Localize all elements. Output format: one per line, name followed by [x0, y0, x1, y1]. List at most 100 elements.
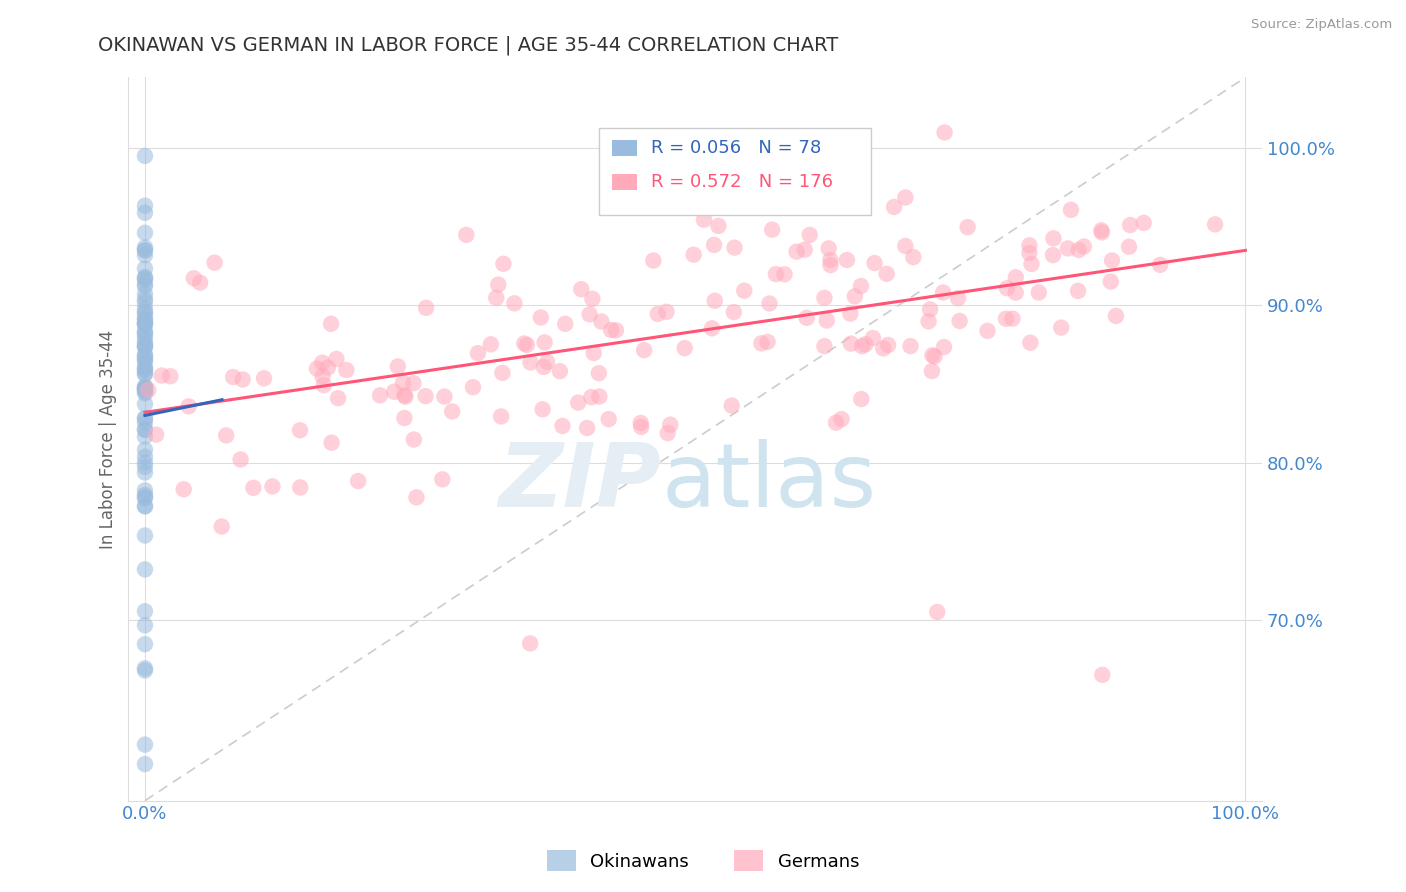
Point [894, 190, 917, 204]
Point [134, 279, 156, 293]
Point [134, 325, 156, 339]
Point [134, 423, 156, 437]
Point [761, 222, 783, 236]
Point [134, 459, 156, 474]
Point [630, 416, 652, 430]
Point [567, 395, 589, 409]
Point [839, 336, 862, 351]
Point [134, 317, 156, 331]
Point [467, 346, 489, 360]
Point [134, 456, 156, 470]
Point [1056, 241, 1078, 255]
Point [1021, 257, 1043, 271]
Point [134, 317, 156, 331]
Point [134, 604, 156, 618]
Point [707, 219, 730, 233]
Point [134, 351, 156, 366]
Point [134, 287, 156, 301]
Point [588, 390, 610, 404]
Point [655, 305, 678, 319]
FancyBboxPatch shape [599, 128, 870, 215]
Point [554, 317, 576, 331]
Point [773, 268, 796, 282]
Point [578, 307, 600, 321]
Point [700, 321, 723, 335]
Point [134, 295, 156, 310]
Point [531, 402, 554, 417]
Point [855, 337, 877, 351]
Point [820, 252, 842, 267]
Point [441, 404, 464, 418]
Point [134, 240, 156, 254]
Point [793, 243, 815, 257]
Point [1019, 335, 1042, 350]
Point [799, 186, 821, 201]
Point [321, 435, 343, 450]
Text: R = 0.056   N = 78: R = 0.056 N = 78 [651, 139, 821, 157]
Point [491, 366, 513, 380]
Point [134, 379, 156, 393]
FancyBboxPatch shape [613, 174, 637, 190]
Point [582, 346, 605, 360]
Point [1067, 284, 1090, 298]
Point [851, 392, 873, 406]
Point [134, 272, 156, 286]
Point [647, 307, 669, 321]
Point [492, 257, 515, 271]
Point [863, 256, 886, 270]
Point [188, 276, 211, 290]
Point [932, 340, 955, 354]
Point [796, 310, 818, 325]
Point [335, 363, 357, 377]
Point [1042, 248, 1064, 262]
Point [262, 479, 284, 493]
Point [347, 474, 370, 488]
Point [1018, 238, 1040, 252]
Y-axis label: In Labor Force | Age 35-44: In Labor Force | Age 35-44 [100, 329, 117, 549]
Point [134, 411, 156, 425]
Point [134, 367, 156, 381]
Point [831, 412, 853, 426]
Point [134, 423, 156, 437]
Point [934, 126, 956, 140]
Point [513, 336, 536, 351]
Point [723, 305, 745, 319]
Point [433, 390, 456, 404]
Point [134, 397, 156, 411]
Point [134, 385, 156, 400]
Point [581, 390, 603, 404]
Point [1101, 253, 1123, 268]
Point [134, 311, 156, 326]
Point [394, 390, 416, 404]
Point [134, 244, 156, 258]
Point [862, 331, 884, 345]
Point [1004, 285, 1026, 300]
Point [917, 314, 939, 328]
Point [1091, 226, 1114, 240]
Point [134, 412, 156, 426]
Point [134, 305, 156, 319]
Point [576, 421, 599, 435]
Point [134, 483, 156, 498]
Point [949, 314, 972, 328]
Point [290, 480, 312, 494]
Point [134, 562, 156, 576]
Point [382, 384, 405, 399]
Point [134, 488, 156, 502]
Point [134, 362, 156, 376]
Point [605, 323, 627, 337]
Point [311, 369, 333, 384]
Point [839, 167, 862, 181]
Point [835, 252, 858, 267]
Point [598, 412, 620, 426]
Point [844, 289, 866, 303]
Point [177, 400, 200, 414]
Point [1091, 668, 1114, 682]
Point [134, 637, 156, 651]
Text: ZIP: ZIP [499, 439, 661, 526]
Point [134, 199, 156, 213]
Point [134, 306, 156, 320]
Point [253, 371, 276, 385]
Point [134, 261, 156, 276]
Point [1073, 239, 1095, 253]
